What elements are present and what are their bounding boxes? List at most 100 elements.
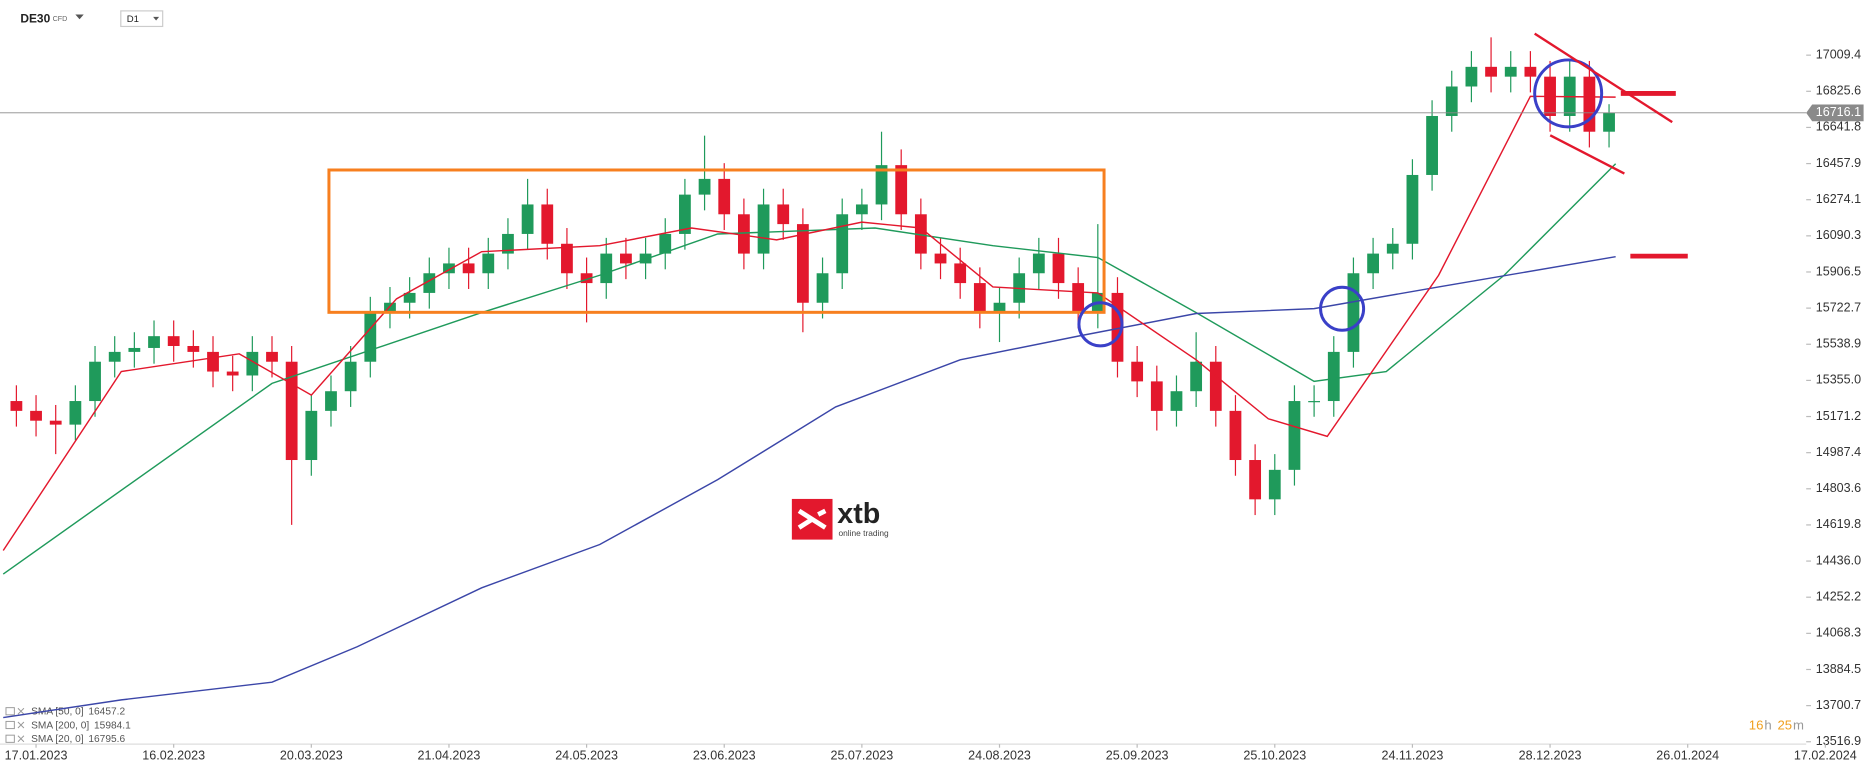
candle-body xyxy=(934,253,947,264)
symbol[interactable]: DE30 xyxy=(20,11,50,25)
candle-body xyxy=(30,410,42,421)
candle-body xyxy=(993,302,1006,313)
candle-body xyxy=(1603,112,1615,132)
candle-body xyxy=(423,273,436,293)
candle-body xyxy=(1288,401,1301,470)
interval[interactable]: D1 xyxy=(127,14,139,25)
candle-body xyxy=(1406,174,1419,244)
candle-body xyxy=(679,194,691,234)
candle-body xyxy=(325,391,337,411)
countdown-unit: h xyxy=(1764,718,1771,733)
y-tick-label: 16090.3 xyxy=(1816,228,1861,242)
candle-body xyxy=(207,351,219,372)
candle-body xyxy=(108,351,121,362)
x-tick-label: 25.07.2023 xyxy=(830,748,893,762)
y-tick-label: 13700.7 xyxy=(1816,698,1861,712)
candle-body xyxy=(600,253,613,284)
candle-body xyxy=(1032,253,1045,274)
candle-body xyxy=(167,336,180,346)
candle-body xyxy=(777,204,790,225)
legend-value: 16795.6 xyxy=(88,734,125,745)
logo-x xyxy=(797,508,827,530)
candle-body xyxy=(305,410,318,461)
x-tick-label: 25.09.2023 xyxy=(1106,748,1169,762)
trend-line xyxy=(1549,134,1625,175)
legend-remove[interactable] xyxy=(17,707,25,715)
candle-body xyxy=(796,224,809,303)
highlight-circle xyxy=(1319,285,1366,332)
candle-body xyxy=(246,351,259,376)
sma-line xyxy=(3,256,1616,719)
y-tick-label: 17009.4 xyxy=(1816,47,1861,61)
candle-body xyxy=(148,336,160,348)
logo-brand: xtb xyxy=(837,498,880,530)
candle-body xyxy=(1052,253,1065,284)
candle-body xyxy=(89,361,101,402)
candle-body xyxy=(561,243,573,274)
candle-body xyxy=(757,204,770,254)
logo-tagline: online trading xyxy=(839,528,890,538)
interval-box[interactable] xyxy=(120,10,164,28)
interval-dropdown[interactable] xyxy=(153,16,160,21)
x-tick-label: 25.10.2023 xyxy=(1243,748,1306,762)
plot-area: 17009.4 16825.6 16641.8 16457.9 16274.1 16090… xyxy=(0,37,1864,762)
candle-body xyxy=(541,204,554,244)
candle-body xyxy=(620,253,632,264)
countdown-minutes: 25 xyxy=(1777,718,1792,733)
candle-body xyxy=(1150,381,1163,411)
candle-body xyxy=(1426,115,1438,175)
y-tick-label: 13516.9 xyxy=(1816,734,1861,748)
y-tick-label: 14436.0 xyxy=(1816,553,1861,567)
candle-body xyxy=(836,214,849,274)
y-tick-label: 14619.8 xyxy=(1816,517,1861,531)
candle-body xyxy=(973,283,986,313)
candle-body xyxy=(875,165,888,205)
candle-body xyxy=(1386,243,1399,254)
x-tick-label: 23.06.2023 xyxy=(693,748,756,762)
candle-body xyxy=(1229,410,1242,461)
candle-body xyxy=(266,351,278,362)
candle-body xyxy=(1445,86,1458,116)
candle-body xyxy=(521,204,534,234)
legend-name: SMA [20, 0] xyxy=(31,734,84,745)
candle-body xyxy=(914,214,927,254)
candle-body xyxy=(1347,273,1360,352)
x-tick-label: 17.01.2023 xyxy=(5,748,68,762)
symbol-dropdown[interactable] xyxy=(75,14,84,20)
y-tick-label: 14252.2 xyxy=(1816,590,1861,604)
candle-body xyxy=(954,263,967,284)
x-tick-label: 20.03.2023 xyxy=(280,748,343,762)
legend-value: 15984.1 xyxy=(94,720,131,731)
candle-body xyxy=(1485,66,1497,77)
candle-body xyxy=(482,253,495,274)
candle-body xyxy=(128,347,141,352)
y-tick-label: 15906.5 xyxy=(1816,264,1861,278)
candle-body xyxy=(187,345,200,352)
legend-remove[interactable] xyxy=(17,735,25,743)
candle-body xyxy=(443,263,455,274)
countdown: 16 h 25 m xyxy=(1749,718,1804,733)
drawings xyxy=(327,32,1688,348)
y-tick-label: 14987.4 xyxy=(1816,445,1861,459)
x-tick-label: 26.01.2024 xyxy=(1656,748,1719,762)
x-tick-label: 16.02.2023 xyxy=(142,748,205,762)
candle-body xyxy=(1209,361,1222,411)
legend-name: SMA [50, 0] xyxy=(31,707,84,718)
countdown-unit: m xyxy=(1793,718,1804,733)
highlight-circle xyxy=(1533,58,1604,129)
candle-body xyxy=(1524,66,1537,77)
candle-body xyxy=(1072,283,1085,313)
highlight-circle xyxy=(1077,301,1124,348)
countdown-hours: 16 xyxy=(1749,718,1764,733)
legend-icon xyxy=(5,720,15,730)
candle-body xyxy=(1268,469,1281,500)
logo: xtb online trading xyxy=(791,498,890,540)
candle-body xyxy=(1111,292,1124,362)
candle-body xyxy=(1249,460,1262,500)
candle-body xyxy=(403,292,416,303)
candle-body xyxy=(384,302,396,313)
legend-remove[interactable] xyxy=(17,721,25,729)
candle-body xyxy=(1583,76,1596,132)
x-tick-label: 24.08.2023 xyxy=(968,748,1031,762)
